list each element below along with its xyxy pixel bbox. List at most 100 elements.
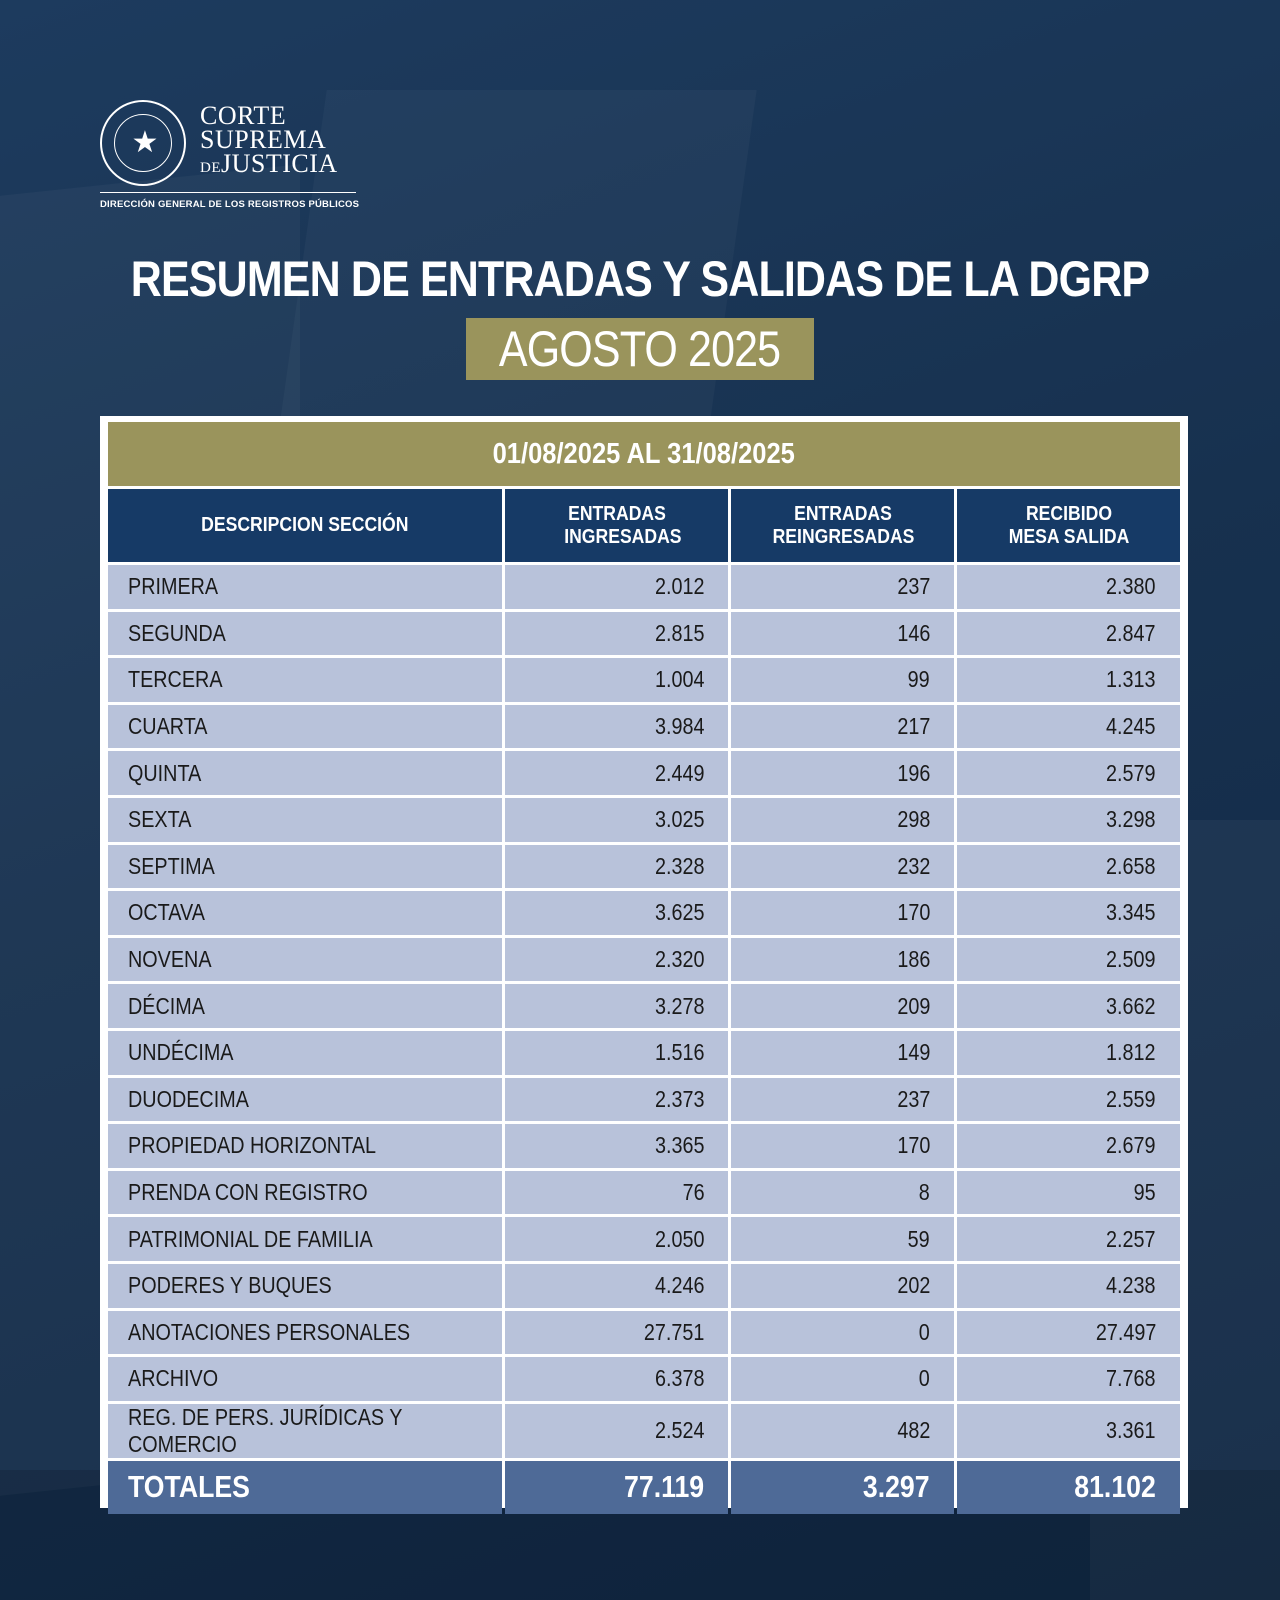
section-name: PROPIEDAD HORIZONTAL bbox=[128, 1132, 377, 1159]
cell-value: 2.449 bbox=[654, 759, 705, 786]
cell-value: 170 bbox=[897, 899, 931, 926]
table-period: 01/08/2025 AL 31/08/2025 bbox=[108, 422, 1180, 486]
cell-value: 2.847 bbox=[1106, 619, 1156, 646]
logo-line-corte: CORTE bbox=[200, 101, 287, 130]
cell-value: 6.378 bbox=[654, 1365, 705, 1392]
column-header: ENTRADAS REINGRESADAS bbox=[731, 489, 955, 562]
column-header-text: ENTRADAS INGRESADAS bbox=[563, 502, 682, 548]
table-row: DÉCIMA 3.278 209 3.662 bbox=[108, 984, 1180, 1028]
table-row: SEPTIMA 2.328 232 2.658 bbox=[108, 844, 1180, 889]
page-subtitle-wrap: AGOSTO 2025 bbox=[0, 318, 1280, 380]
value-cell: 2.320 bbox=[505, 937, 729, 982]
value-cell: 1.812 bbox=[957, 1030, 1180, 1075]
value-cell: 2.815 bbox=[505, 611, 729, 656]
cell-value: 4.246 bbox=[654, 1272, 705, 1299]
value-cell: 2.012 bbox=[505, 565, 729, 609]
cell-value: 149 bbox=[897, 1039, 931, 1066]
column-header: RECIBIDO MESA SALIDA bbox=[957, 489, 1180, 562]
section-name-cell: UNDÉCIMA bbox=[108, 1030, 503, 1075]
cell-value: 1.004 bbox=[654, 666, 705, 693]
value-cell: 2.524 bbox=[505, 1403, 729, 1458]
logo-subtitle: DIRECCIÓN GENERAL DE LOS REGISTROS PÚBLI… bbox=[100, 199, 360, 210]
cell-value: 2.679 bbox=[1106, 1132, 1156, 1159]
cell-value: 202 bbox=[897, 1272, 931, 1299]
logo-justicia: JUSTICIA bbox=[221, 149, 338, 178]
section-name: QUINTA bbox=[128, 759, 202, 786]
column-header-text: DESCRIPCION SECCIÓN bbox=[201, 514, 409, 536]
value-cell: 209 bbox=[731, 984, 955, 1028]
value-cell: 3.365 bbox=[505, 1124, 729, 1168]
value-cell: 2.449 bbox=[505, 751, 729, 795]
page-subtitle-text: AGOSTO 2025 bbox=[499, 321, 781, 377]
cell-value: 2.524 bbox=[654, 1417, 705, 1444]
value-cell: 95 bbox=[957, 1170, 1180, 1215]
section-name-cell: PATRIMONIAL DE FAMILIA bbox=[108, 1217, 503, 1261]
cell-value: 2.559 bbox=[1106, 1085, 1156, 1112]
totals-value: 81.102 bbox=[1074, 1469, 1156, 1505]
table-row: CUARTA 3.984 217 4.245 bbox=[108, 704, 1180, 749]
cell-value: 1.313 bbox=[1106, 666, 1156, 693]
national-seal-icon: ★ bbox=[100, 100, 186, 186]
value-cell: 237 bbox=[731, 565, 955, 609]
column-header: ENTRADAS INGRESADAS bbox=[505, 489, 729, 562]
value-cell: 1.313 bbox=[957, 658, 1180, 702]
value-cell: 186 bbox=[731, 937, 955, 982]
value-cell: 1.516 bbox=[505, 1030, 729, 1075]
section-name-cell: NOVENA bbox=[108, 937, 503, 982]
section-name-cell: SEPTIMA bbox=[108, 844, 503, 889]
value-cell: 27.497 bbox=[957, 1310, 1180, 1355]
cell-value: 2.050 bbox=[654, 1225, 705, 1252]
section-name: ANOTACIONES PERSONALES bbox=[128, 1318, 411, 1345]
cell-value: 2.509 bbox=[1106, 946, 1156, 973]
cell-value: 2.257 bbox=[1106, 1225, 1156, 1252]
table-row: QUINTA 2.449 196 2.579 bbox=[108, 751, 1180, 795]
summary-table: 01/08/2025 AL 31/08/2025 DESCRIPCION SEC… bbox=[105, 419, 1183, 1517]
section-name: DUODECIMA bbox=[128, 1085, 249, 1112]
table-row: SEGUNDA 2.815 146 2.847 bbox=[108, 611, 1180, 656]
cell-value: 3.625 bbox=[654, 899, 705, 926]
table-row: PATRIMONIAL DE FAMILIA 2.050 59 2.257 bbox=[108, 1217, 1180, 1261]
cell-value: 298 bbox=[897, 806, 931, 833]
table-totals-row: TOTALES 77.119 3.297 81.102 bbox=[108, 1460, 1180, 1514]
table-row: NOVENA 2.320 186 2.509 bbox=[108, 937, 1180, 982]
value-cell: 170 bbox=[731, 891, 955, 935]
section-name: SEXTA bbox=[128, 806, 192, 833]
cell-value: 4.245 bbox=[1106, 713, 1156, 740]
cell-value: 2.328 bbox=[654, 852, 705, 879]
cell-value: 27.497 bbox=[1095, 1318, 1156, 1345]
logo-wordmark: CORTE SUPREMA DEJUSTICIA bbox=[200, 101, 370, 180]
cell-value: 3.345 bbox=[1106, 899, 1156, 926]
totals-label-text: TOTALES bbox=[128, 1469, 250, 1505]
value-cell: 3.025 bbox=[505, 797, 729, 842]
value-cell: 146 bbox=[731, 611, 955, 656]
cell-value: 2.380 bbox=[1106, 573, 1156, 600]
cell-value: 1.812 bbox=[1106, 1039, 1156, 1066]
table-row: ARCHIVO 6.378 0 7.768 bbox=[108, 1357, 1180, 1401]
section-name-cell: PODERES Y BUQUES bbox=[108, 1263, 503, 1308]
cell-value: 1.516 bbox=[654, 1039, 705, 1066]
table-row: PROPIEDAD HORIZONTAL 3.365 170 2.679 bbox=[108, 1124, 1180, 1168]
section-name-cell: TERCERA bbox=[108, 658, 503, 702]
cell-value: 146 bbox=[897, 619, 931, 646]
value-cell: 237 bbox=[731, 1077, 955, 1122]
value-cell: 76 bbox=[505, 1170, 729, 1215]
logo-de: DE bbox=[200, 160, 221, 176]
cell-value: 59 bbox=[908, 1225, 931, 1252]
summary-table-frame: 01/08/2025 AL 31/08/2025 DESCRIPCION SEC… bbox=[100, 416, 1188, 1514]
table-row: TERCERA 1.004 99 1.313 bbox=[108, 658, 1180, 702]
value-cell: 4.238 bbox=[957, 1263, 1180, 1308]
cell-value: 2.579 bbox=[1106, 759, 1156, 786]
table-row: REG. DE PERS. JURÍDICAS Y COMERCIO 2.524 4… bbox=[108, 1403, 1180, 1458]
value-cell: 3.298 bbox=[957, 797, 1180, 842]
section-name: SEPTIMA bbox=[128, 852, 215, 879]
cell-value: 232 bbox=[897, 852, 931, 879]
section-name-cell: OCTAVA bbox=[108, 891, 503, 935]
section-name-cell: DUODECIMA bbox=[108, 1077, 503, 1122]
value-cell: 2.658 bbox=[957, 844, 1180, 889]
section-name-cell: ANOTACIONES PERSONALES bbox=[108, 1310, 503, 1355]
value-cell: 482 bbox=[731, 1403, 955, 1458]
section-name-cell: DÉCIMA bbox=[108, 984, 503, 1028]
column-header-text: ENTRADAS REINGRESADAS bbox=[772, 502, 914, 548]
value-cell: 149 bbox=[731, 1030, 955, 1075]
value-cell: 2.679 bbox=[957, 1124, 1180, 1168]
